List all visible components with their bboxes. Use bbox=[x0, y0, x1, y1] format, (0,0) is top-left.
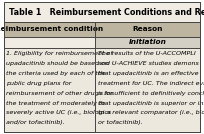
Text: Reimbursement condition: Reimbursement condition bbox=[0, 27, 103, 32]
Text: upadacitinib should be based on: upadacitinib should be based on bbox=[6, 61, 109, 66]
Bar bbox=[4, 22, 200, 37]
Bar bbox=[4, 48, 200, 132]
Text: is insufficient to definitively concl: is insufficient to definitively concl bbox=[98, 91, 204, 96]
Text: The results of the U-ACCOMPLI: The results of the U-ACCOMPLI bbox=[98, 51, 195, 56]
Text: 1. Eligibility for reimbursement of: 1. Eligibility for reimbursement of bbox=[6, 51, 113, 56]
Text: the criteria used by each of the: the criteria used by each of the bbox=[6, 71, 106, 76]
Text: Reason: Reason bbox=[133, 27, 163, 32]
Text: that upadacitinib is superior or inf: that upadacitinib is superior or inf bbox=[98, 100, 204, 105]
Bar bbox=[95, 37, 200, 48]
Text: and U-ACHIEVE studies demons: and U-ACHIEVE studies demons bbox=[98, 61, 198, 66]
Text: to a relevant comparator (i.e., biol: to a relevant comparator (i.e., biol bbox=[98, 110, 204, 115]
Text: reimbursement of other drugs for: reimbursement of other drugs for bbox=[6, 91, 113, 96]
Text: and/or tofacitinib).: and/or tofacitinib). bbox=[6, 120, 65, 125]
Text: the treatment of moderately to: the treatment of moderately to bbox=[6, 100, 105, 105]
Text: that upadacitinib is an effective: that upadacitinib is an effective bbox=[98, 71, 198, 76]
Text: treatment for UC. The indirect evi: treatment for UC. The indirect evi bbox=[98, 81, 204, 86]
Text: severely active UC (i.e., biologics: severely active UC (i.e., biologics bbox=[6, 110, 111, 115]
Text: Table 1   Reimbursement Conditions and Reasons: Table 1 Reimbursement Conditions and Rea… bbox=[9, 8, 204, 17]
Text: or tofacitinib).: or tofacitinib). bbox=[98, 120, 142, 125]
Text: public drug plans for: public drug plans for bbox=[6, 81, 71, 86]
Text: Initiation: Initiation bbox=[129, 39, 167, 45]
Bar bbox=[4, 2, 200, 22]
